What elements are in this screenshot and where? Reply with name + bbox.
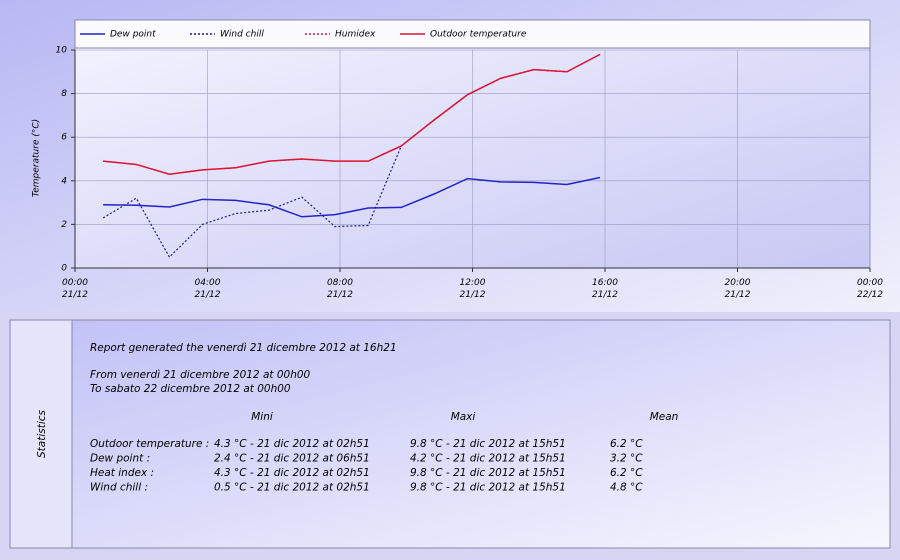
stat-cell: 0.5 °C - 21 dic 2012 at 02h51 (214, 482, 370, 494)
legend-label: Humidex (335, 30, 376, 40)
col-header: Mini (251, 411, 273, 423)
legend-label: Dew point (110, 30, 156, 40)
stat-cell: 4.8 °C (610, 482, 643, 494)
stat-cell: 3.2 °C (610, 453, 643, 465)
x-tick-label: 00:00 22/12 (857, 278, 883, 300)
report-panel (9, 319, 891, 549)
y-tick-label: 4 (61, 176, 67, 186)
stat-cell: 6.2 °C (610, 467, 643, 479)
y-axis-label: Temperature (°C) (32, 119, 42, 197)
from: From venerdì 21 dicembre 2012 at 00h00 (90, 369, 311, 381)
stat-cell: 6.2 °C (610, 438, 643, 450)
generated: Report generated the venerdì 21 dicembre… (90, 342, 397, 354)
x-tick-label: 04:00 21/12 (195, 278, 221, 300)
stat-cell: 9.8 °C - 21 dic 2012 at 15h51 (410, 467, 566, 479)
series-line (103, 53, 601, 176)
x-tick-label: 08:00 21/12 (327, 278, 353, 300)
y-tick-label: 10 (56, 46, 68, 56)
y-tick-label: 8 (61, 89, 67, 99)
legend-label: Outdoor temperature (430, 30, 527, 40)
stat-cell: 2.4 °C - 21 dic 2012 at 06h51 (214, 453, 370, 465)
x-tick-label: 20:00 21/12 (725, 278, 751, 300)
stat-cell: Dew point : (90, 453, 150, 465)
stat-cell: 9.8 °C - 21 dic 2012 at 15h51 (410, 482, 566, 494)
stat-rows: Outdoor temperature : 4.3 °C - 21 dic 201… (90, 438, 643, 494)
x-tick-label: 00:00 21/12 (62, 278, 88, 300)
legend-label: Wind chill (220, 30, 264, 40)
to: To sabato 22 dicembre 2012 at 00h00 (90, 383, 291, 395)
stat-cell: 4.3 °C - 21 dic 2012 at 02h51 (214, 438, 370, 450)
stat-cell: Heat index : (90, 467, 154, 479)
stat-cell: 4.3 °C - 21 dic 2012 at 02h51 (214, 467, 370, 479)
col-header: Maxi (451, 411, 476, 423)
x-tick-label: 12:00 21/12 (460, 278, 486, 300)
y-tick-label: 0 (61, 264, 67, 274)
stat-cell: 4.2 °C - 21 dic 2012 at 15h51 (410, 453, 566, 465)
side-label: Statistics (36, 409, 48, 458)
col-header: Mean (650, 411, 679, 423)
y-tick-label: 6 (61, 133, 67, 143)
stat-cell: 9.8 °C - 21 dic 2012 at 15h51 (410, 438, 566, 450)
report-side (9, 319, 73, 549)
chart: 0 2 4 6 8 10 00:00 21/12 04:00 21/12 08:00 21/12 12:… (56, 30, 884, 300)
x-tick-label: 16:00 21/12 (592, 278, 618, 300)
stat-cell: Wind chill : (90, 482, 148, 494)
series-line (103, 176, 601, 218)
stat-cell: Outdoor temperature : (90, 438, 209, 450)
y-tick-label: 2 (61, 220, 67, 230)
